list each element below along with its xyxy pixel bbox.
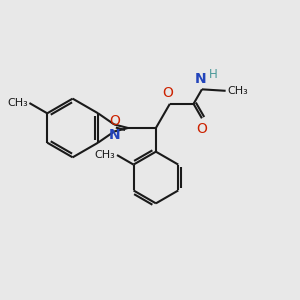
Text: CH₃: CH₃ (7, 98, 28, 108)
Text: N: N (108, 128, 120, 142)
Text: H: H (208, 68, 217, 81)
Text: N: N (195, 72, 206, 86)
Text: CH₃: CH₃ (227, 86, 248, 96)
Text: O: O (110, 114, 120, 128)
Text: O: O (162, 86, 173, 100)
Text: O: O (196, 122, 207, 136)
Text: CH₃: CH₃ (95, 150, 116, 160)
